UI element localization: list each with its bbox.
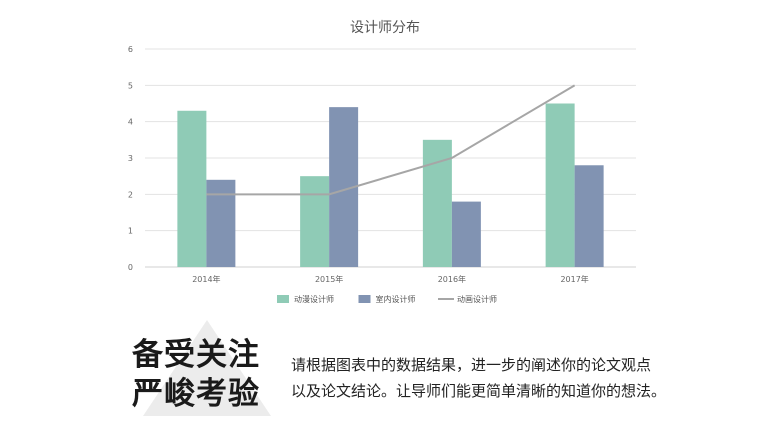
x-tick-label: 2017年: [560, 274, 588, 284]
description-paragraph: 请根据图表中的数据结果，进一步的阐述你的论文观点 以及论文结论。让导师们能更简单…: [291, 352, 666, 404]
bar-室内设计师: [451, 201, 481, 267]
legend-label: 动漫设计师: [294, 294, 334, 304]
y-tick-label: 5: [128, 81, 133, 90]
y-tick-label: 0: [128, 263, 133, 272]
axes: 0 1 2 3 4 5 6 2014年 2015年 2016年 2017年: [128, 45, 589, 284]
bar-动漫设计师: [300, 176, 330, 267]
headline-line-1: 备受关注: [132, 337, 260, 373]
paragraph-line-2: 以及论文结论。让导师们能更简单清晰的知道你的想法。: [291, 382, 667, 400]
y-tick-label: 3: [128, 154, 133, 163]
legend-swatch: [358, 295, 371, 303]
legend: 动漫设计师 室内设计师 动画设计师: [277, 294, 497, 304]
bar-动漫设计师: [545, 103, 575, 267]
background-triangle: [143, 320, 271, 416]
bars: [177, 103, 604, 268]
y-tick-label: 4: [128, 118, 133, 127]
x-tick-label: 2014年: [192, 274, 220, 284]
line-动画设计师: [206, 84, 576, 196]
line-series: [206, 84, 576, 196]
headline-line-2: 严峻考验: [132, 376, 260, 412]
headline: 备受关注 严峻考验: [132, 336, 260, 414]
y-tick-label: 6: [128, 45, 133, 54]
chart: 设计师分布 0 1 2 3 4 5 6 2014年 2015年 2016年 2017年 动漫设计师 室…: [128, 20, 636, 304]
x-tick-label: 2016年: [438, 274, 466, 284]
legend-swatch: [277, 295, 289, 303]
x-tick-label: 2015年: [315, 274, 343, 284]
y-tick-label: 2: [128, 190, 133, 199]
legend-label: 动画设计师: [457, 294, 497, 304]
bar-动漫设计师: [422, 139, 452, 267]
chart-title: 设计师分布: [350, 20, 420, 36]
y-tick-label: 1: [128, 227, 133, 236]
bar-动漫设计师: [177, 110, 207, 268]
bar-室内设计师: [206, 179, 236, 267]
bar-室内设计师: [574, 165, 604, 267]
paragraph-line-1: 请根据图表中的数据结果，进一步的阐述你的论文观点: [291, 356, 652, 374]
legend-label: 室内设计师: [376, 294, 416, 304]
